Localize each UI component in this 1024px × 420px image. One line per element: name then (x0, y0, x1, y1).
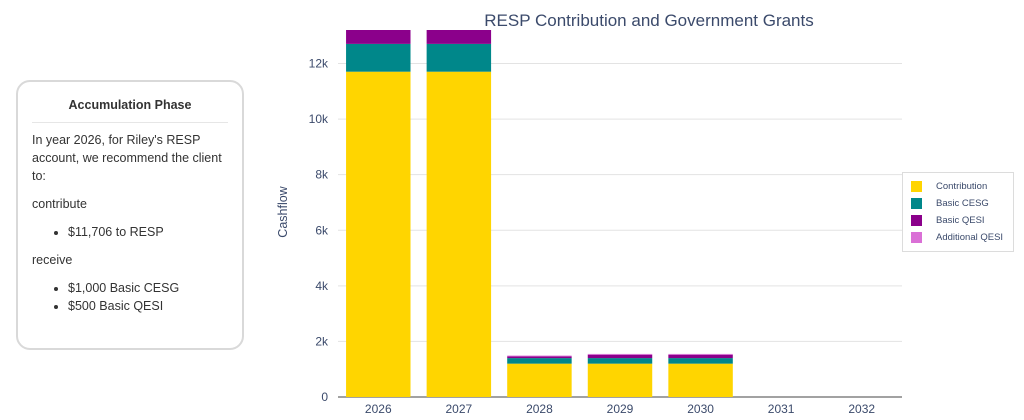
legend-label: Additional QESI (936, 232, 1004, 243)
bar-segment[interactable] (346, 43, 411, 72)
legend-label: Basic CESG (936, 198, 989, 209)
chart-legend[interactable]: Contribution Basic CESG Basic QESI Addit… (902, 172, 1014, 252)
bar-segment[interactable] (587, 354, 653, 359)
y-tick-label: 8k (315, 168, 329, 182)
bar-segment[interactable] (346, 30, 411, 44)
bar-segment[interactable] (346, 71, 411, 397)
receive-list: $1,000 Basic CESG $500 Basic QESI (32, 279, 228, 315)
x-tick-label: 2029 (607, 402, 634, 416)
bar-segment[interactable] (587, 353, 653, 355)
y-tick-label: 0 (321, 390, 328, 404)
x-tick-label: 2031 (768, 402, 795, 416)
chart-title: RESP Contribution and Government Grants (484, 11, 813, 30)
receive-label: receive (32, 253, 73, 267)
y-tick-label: 10k (309, 112, 329, 126)
gridlines (338, 63, 902, 398)
bar-segment[interactable] (507, 363, 572, 397)
bar-segment[interactable] (587, 358, 653, 364)
y-tick-label: 12k (309, 57, 329, 71)
card-title: Accumulation Phase (32, 96, 228, 123)
legend-item[interactable]: Basic QESI (911, 212, 1005, 229)
legend-item[interactable]: Contribution (911, 178, 1005, 195)
bar-segment[interactable] (668, 353, 733, 355)
bar-segment[interactable] (587, 363, 653, 397)
contribute-label: contribute (32, 197, 87, 211)
bars[interactable] (346, 30, 733, 397)
legend-swatch (911, 181, 922, 192)
x-tick-label: 2030 (687, 402, 714, 416)
legend-label: Contribution (936, 181, 988, 192)
bar-segment[interactable] (668, 354, 733, 359)
bar-segment[interactable] (507, 355, 572, 357)
bar-segment[interactable] (668, 363, 733, 397)
bar-segment[interactable] (426, 71, 492, 397)
y-tick-label: 4k (315, 279, 329, 293)
y-tick-label: 2k (315, 334, 329, 348)
bar-segment[interactable] (507, 356, 572, 359)
legend-swatch (911, 198, 922, 209)
legend-item[interactable]: Basic CESG (911, 195, 1005, 212)
x-tick-label: 2026 (365, 402, 392, 416)
list-item: $11,706 to RESP (68, 223, 228, 241)
bar-segment[interactable] (426, 30, 492, 44)
legend-swatch (911, 232, 922, 243)
contribute-list: $11,706 to RESP (32, 223, 228, 241)
bar-segment[interactable] (507, 358, 572, 364)
card-intro-text: In year 2026, for Riley's RESP account, … (32, 133, 222, 183)
y-tick-label: 6k (315, 223, 329, 237)
legend-swatch (911, 215, 922, 226)
list-item: $1,000 Basic CESG (68, 279, 228, 297)
x-tick-label: 2028 (526, 402, 553, 416)
bar-segment[interactable] (426, 43, 492, 72)
axes: 0 2k 4k 6k 8k 10k 12k 2026 2027 2028 2029 2030 2031 2… (309, 57, 876, 416)
recommendation-card: Accumulation Phase In year 2026, for Ril… (16, 80, 244, 350)
y-axis-label: Cashflow (276, 185, 290, 237)
bar-segment[interactable] (668, 358, 733, 364)
x-tick-label: 2027 (446, 402, 473, 416)
list-item: $500 Basic QESI (68, 297, 228, 315)
legend-label: Basic QESI (936, 215, 985, 226)
legend-item[interactable]: Additional QESI (911, 229, 1005, 246)
x-tick-label: 2032 (848, 402, 875, 416)
